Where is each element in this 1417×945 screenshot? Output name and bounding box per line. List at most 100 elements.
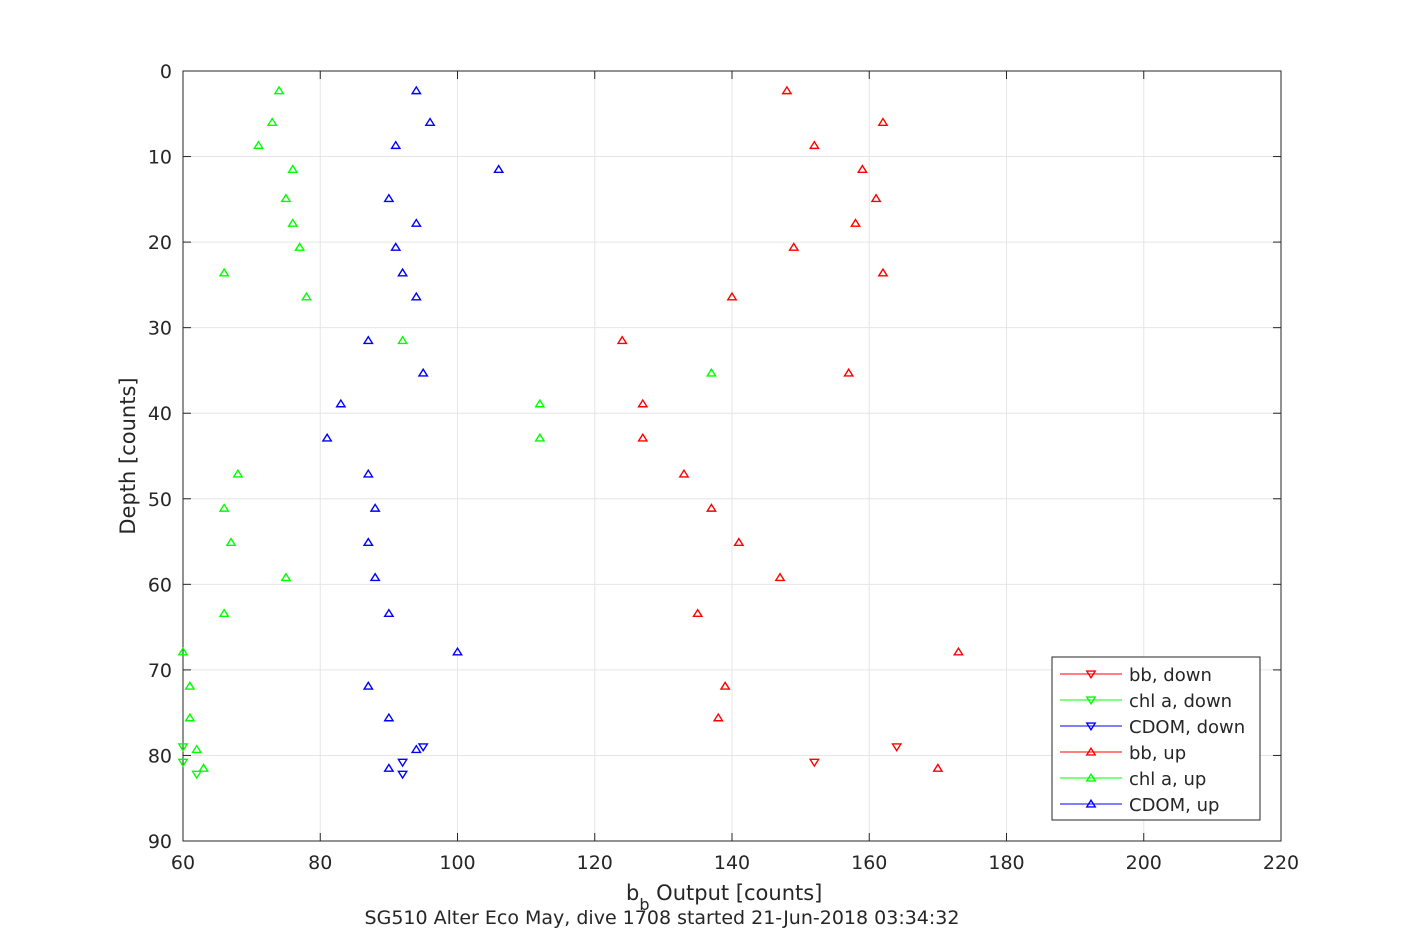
legend: bb, down chl a, down CDOM, down bb, up chl a… xyxy=(1051,656,1261,821)
data-point xyxy=(953,646,964,656)
data-point xyxy=(390,140,402,150)
x-axis-label: bb Output [counts] xyxy=(626,881,822,914)
legend-label: CDOM, down xyxy=(1129,717,1245,738)
data-point xyxy=(856,164,868,174)
legend-label: chl a, down xyxy=(1129,691,1232,712)
data-point xyxy=(218,503,230,512)
x-tick-label: 140 xyxy=(714,852,750,874)
data-point xyxy=(452,646,463,656)
x-tick-label: 80 xyxy=(308,852,332,874)
data-point xyxy=(266,117,278,126)
data-point xyxy=(808,140,820,150)
series-5 xyxy=(321,85,505,772)
y-tick-label: 60 xyxy=(148,574,172,596)
series-4 xyxy=(177,85,717,772)
x-axis-label-rest: Output [counts] xyxy=(650,881,823,905)
data-point xyxy=(218,267,230,277)
data-point xyxy=(232,468,244,478)
x-tick-label: 60 xyxy=(171,852,195,874)
legend-label: chl a, up xyxy=(1129,769,1206,790)
x-axis-label-main: b xyxy=(626,881,639,905)
x-tick-label: 220 xyxy=(1263,852,1299,874)
data-point xyxy=(774,572,786,582)
data-point xyxy=(287,218,299,227)
series-0 xyxy=(808,743,903,768)
y-tick-label: 40 xyxy=(148,403,172,425)
x-tick-label: 100 xyxy=(439,852,475,874)
data-point xyxy=(843,367,855,377)
data-point xyxy=(424,117,436,126)
x-tick-label: 120 xyxy=(577,852,613,874)
data-point xyxy=(177,758,189,768)
data-point xyxy=(705,503,717,512)
data-point xyxy=(177,646,189,656)
data-point xyxy=(932,763,944,772)
data-point xyxy=(410,218,422,227)
data-point xyxy=(410,744,422,754)
series-1 xyxy=(177,743,203,780)
data-point xyxy=(218,608,230,618)
legend-marker xyxy=(1085,746,1097,756)
x-tick-label: 200 xyxy=(1126,852,1162,874)
data-point xyxy=(273,85,285,95)
data-point xyxy=(383,608,395,618)
y-tick-label: 30 xyxy=(148,318,172,340)
y-tick-label: 50 xyxy=(148,489,172,511)
legend-marker xyxy=(1085,798,1097,808)
data-point xyxy=(301,291,312,301)
data-point xyxy=(198,763,210,772)
grid xyxy=(183,71,1281,841)
data-point xyxy=(534,432,546,442)
data-point xyxy=(870,193,882,203)
data-point xyxy=(287,164,299,174)
data-point xyxy=(362,537,374,547)
data-point xyxy=(294,242,306,251)
legend-marker xyxy=(1085,696,1097,706)
data-point xyxy=(280,193,292,203)
data-point xyxy=(891,743,903,752)
data-point xyxy=(362,335,374,345)
x-axis-label-subscript: b xyxy=(639,895,649,914)
data-point xyxy=(177,743,189,752)
data-point xyxy=(184,712,196,722)
data-point xyxy=(417,743,429,752)
data-point xyxy=(390,242,402,251)
data-point xyxy=(692,608,704,618)
data-point xyxy=(397,267,409,277)
data-point xyxy=(335,398,347,408)
data-point xyxy=(808,758,820,768)
data-point xyxy=(225,537,237,547)
data-point xyxy=(877,267,889,277)
legend-marker xyxy=(1085,772,1097,782)
data-point xyxy=(726,291,738,301)
data-point xyxy=(383,193,395,203)
data-point xyxy=(678,468,690,478)
legend-label: bb, up xyxy=(1129,743,1186,764)
data-point xyxy=(410,291,422,301)
data-point xyxy=(321,432,333,442)
x-tick-label: 180 xyxy=(988,852,1024,874)
data-point xyxy=(383,763,395,772)
data-point xyxy=(850,218,861,227)
legend-label: CDOM, up xyxy=(1129,795,1219,816)
legend-label: bb, down xyxy=(1129,665,1212,686)
y-tick-label: 70 xyxy=(148,660,172,682)
data-point xyxy=(534,398,546,408)
x-tick-label: 160 xyxy=(851,852,887,874)
data-point xyxy=(733,537,745,547)
data-point xyxy=(788,242,800,251)
y-tick-label: 20 xyxy=(148,232,172,254)
legend-marker xyxy=(1085,670,1097,680)
y-axis-label: Depth [counts] xyxy=(116,377,140,534)
y-tick-label: 90 xyxy=(148,831,172,853)
series-3 xyxy=(616,85,964,772)
data-point xyxy=(397,335,409,345)
data-point xyxy=(383,712,395,722)
data-point xyxy=(397,770,409,780)
data-point xyxy=(369,503,381,512)
data-point xyxy=(397,758,409,768)
axis-ticks: 60 80 100 120 140 160 180 200 220 0 10 20 30 40 50 60 70… xyxy=(148,61,1299,874)
data-point xyxy=(616,335,628,345)
data-point xyxy=(637,432,649,442)
